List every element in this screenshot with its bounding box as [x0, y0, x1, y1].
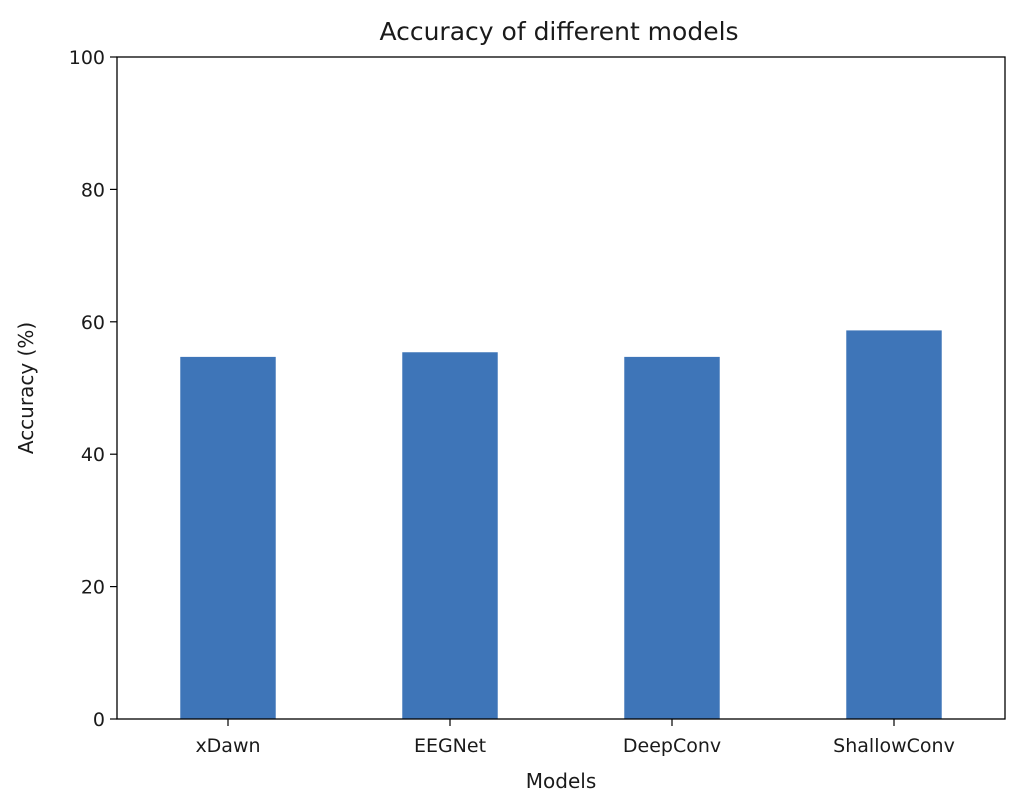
x-axis: xDawn EEGNet DeepConv ShallowConv: [195, 719, 955, 757]
y-axis: 0 20 40 60 80 100: [69, 47, 117, 731]
y-tick-label: 80: [81, 179, 105, 201]
y-tick-label: 100: [69, 47, 105, 69]
x-tick-label: EEGNet: [414, 735, 486, 757]
bars-group: [180, 330, 942, 719]
x-tick-label: DeepConv: [623, 735, 721, 757]
y-tick-label: 60: [81, 312, 105, 334]
x-tick-label: xDawn: [195, 735, 260, 757]
bar-shallowconv: [846, 330, 942, 719]
x-tick-label: ShallowConv: [833, 735, 955, 757]
plot-frame: [116, 56, 1006, 720]
x-axis-label: Models: [526, 769, 596, 793]
bar-deepconv: [624, 356, 720, 719]
bar-eegnet: [402, 352, 498, 719]
y-axis-label: Accuracy (%): [14, 322, 38, 454]
y-tick-label: 0: [93, 709, 105, 731]
chart-title: Accuracy of different models: [379, 17, 738, 46]
y-tick-label: 20: [81, 577, 105, 599]
bar-xdawn: [180, 356, 276, 719]
y-tick-label: 40: [81, 444, 105, 466]
